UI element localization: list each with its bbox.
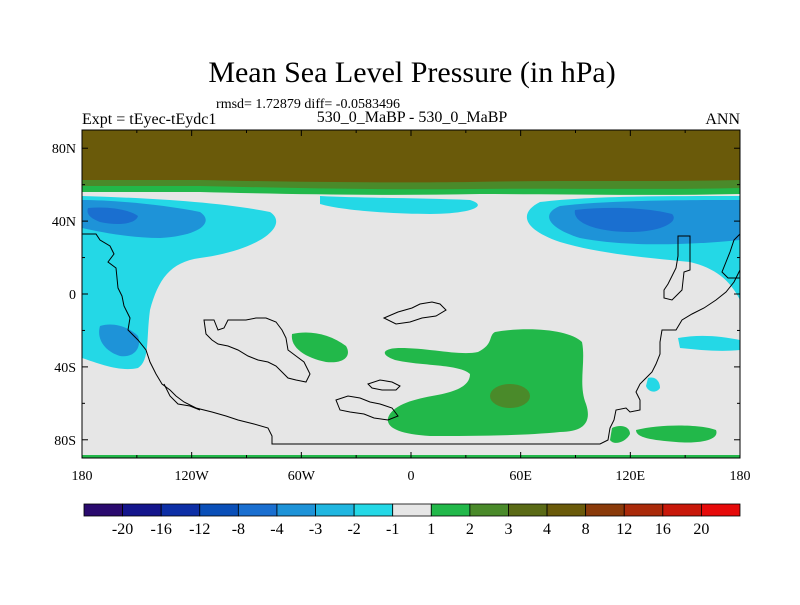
x-tick-label: 60E <box>509 469 532 484</box>
field-north-atlantic-band <box>320 196 478 214</box>
colorbar-swatch-8 <box>392 503 432 517</box>
y-tick-label: 80S <box>54 434 76 449</box>
colorbar-label: 20 <box>693 521 709 538</box>
season-label: ANN <box>705 111 740 128</box>
field-south-positive-small <box>610 426 630 443</box>
colorbar-label: -8 <box>232 521 245 538</box>
colorbar-swatch-13 <box>585 503 625 517</box>
x-tick-label: 0 <box>408 469 415 484</box>
coastline-south-islands <box>335 395 399 421</box>
colorbar-swatch-4 <box>237 503 278 517</box>
coastline-north-east-landmass <box>721 233 740 279</box>
colorbar-swatch-0 <box>83 503 123 517</box>
colorbar-label: -1 <box>386 521 399 538</box>
colorbar-swatch-1 <box>122 503 162 517</box>
colorbar-swatch-15 <box>662 503 702 517</box>
field-south-pacific-positive <box>291 332 348 363</box>
colorbar-label: 12 <box>616 521 632 538</box>
y-tick-label: 80N <box>52 142 76 157</box>
colorbar-label: 2 <box>466 521 474 538</box>
colorbar-swatch-5 <box>276 503 316 517</box>
coastline-western-continent <box>82 233 740 445</box>
y-tick-label: 40N <box>52 215 76 230</box>
colorbar-swatch-2 <box>160 503 201 517</box>
colorbar-swatch-14 <box>623 503 664 517</box>
field-north-negative-band <box>82 196 277 370</box>
field-south-negative-spot <box>646 377 660 392</box>
y-tick-label: 0 <box>69 288 76 303</box>
expt-label: Expt = tEyec-tEydc1 <box>82 111 216 128</box>
x-tick-label: 180 <box>72 469 93 484</box>
x-tick-label: 180 <box>730 469 751 484</box>
colorbar-swatch-12 <box>546 503 587 517</box>
coastline-east-microcontinent <box>663 235 691 301</box>
colorbar-swatch-9 <box>430 503 471 517</box>
colorbar-label: 1 <box>427 521 435 538</box>
colorbar-label: 4 <box>543 521 551 538</box>
field-south-atlantic-positive <box>384 329 588 436</box>
colorbar-label: 8 <box>582 521 590 538</box>
colorbar: -20 -16 -12 -8 -4 -3 -2 -1 1 2 3 4 8 12 16 20 <box>83 503 741 538</box>
coastlines <box>82 233 740 445</box>
field-north-pacific-deep-west <box>87 207 138 224</box>
colorbar-swatch-6 <box>315 503 355 517</box>
y-tick-label: 40S <box>54 361 76 376</box>
colorbar-swatch-11 <box>508 503 548 517</box>
field-south-atlantic-core <box>490 384 530 408</box>
field-north-pacific-deep-east <box>574 207 674 232</box>
x-tick-label: 60W <box>288 469 316 484</box>
stats-label: rmsd= 1.72879 diff= -0.0583496 <box>216 97 400 112</box>
field-south-indian-positive <box>636 425 717 443</box>
coastline-north-island <box>382 301 447 325</box>
colorbar-swatch-10 <box>469 503 509 517</box>
colorbar-label: 16 <box>655 521 671 538</box>
coastline-south-island-small <box>367 379 401 391</box>
x-tick-label: 120E <box>616 469 646 484</box>
field-south-indian-negative <box>678 335 740 351</box>
coastline-south-shelf <box>163 383 201 411</box>
colorbar-label: -16 <box>151 521 172 538</box>
y-axis: 80N 40N 0 40S 80S <box>52 142 740 449</box>
case-label: 530_0_MaBP - 530_0_MaBP <box>317 109 508 126</box>
x-axis: 180 120W 60W 0 60E 120E 180 <box>72 130 751 484</box>
colorbar-label: -3 <box>309 521 322 538</box>
field-south-pacific-negative <box>99 324 140 357</box>
colorbar-swatch-16 <box>701 503 741 517</box>
colorbar-label: -12 <box>189 521 210 538</box>
coastline-central-block <box>203 317 311 383</box>
chart-title: Mean Sea Level Pressure (in hPa) <box>208 56 615 89</box>
x-tick-label: 120W <box>175 469 210 484</box>
colorbar-label: -4 <box>270 521 283 538</box>
map-plot-area <box>82 130 740 458</box>
colorbar-swatch-3 <box>199 503 239 517</box>
colorbar-label: -20 <box>112 521 133 538</box>
colorbar-label: 3 <box>504 521 512 538</box>
colorbar-label: -2 <box>347 521 360 538</box>
field-north-positive-brown <box>82 130 740 183</box>
colorbar-swatch-7 <box>353 503 394 517</box>
